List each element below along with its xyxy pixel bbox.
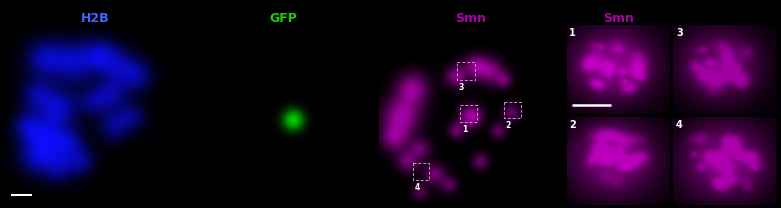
Title: Smn: Smn [603,12,634,25]
Title: GFP: GFP [269,12,297,25]
Text: 2: 2 [506,121,511,130]
Bar [457,62,475,80]
Text: 3: 3 [458,83,463,92]
Text: 2: 2 [569,120,576,130]
Bar [505,102,521,118]
Text: 4: 4 [676,120,683,130]
Text: 4: 4 [415,183,419,192]
Text: 1: 1 [569,28,576,38]
Bar [413,163,430,180]
Title: H2B: H2B [81,12,109,25]
Text: 1: 1 [462,125,467,134]
Bar [460,105,477,122]
Text: 3: 3 [676,28,683,38]
Title: Smn: Smn [455,12,486,25]
